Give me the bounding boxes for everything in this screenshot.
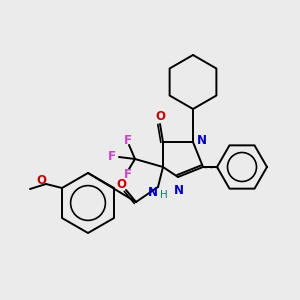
- Text: O: O: [116, 178, 126, 190]
- Text: F: F: [108, 151, 116, 164]
- Text: H: H: [160, 190, 168, 200]
- Text: O: O: [155, 110, 165, 122]
- Text: F: F: [124, 134, 132, 146]
- Text: N: N: [148, 187, 158, 200]
- Text: F: F: [124, 169, 132, 182]
- Text: N: N: [174, 184, 184, 197]
- Text: N: N: [197, 134, 207, 146]
- Text: O: O: [36, 175, 46, 188]
